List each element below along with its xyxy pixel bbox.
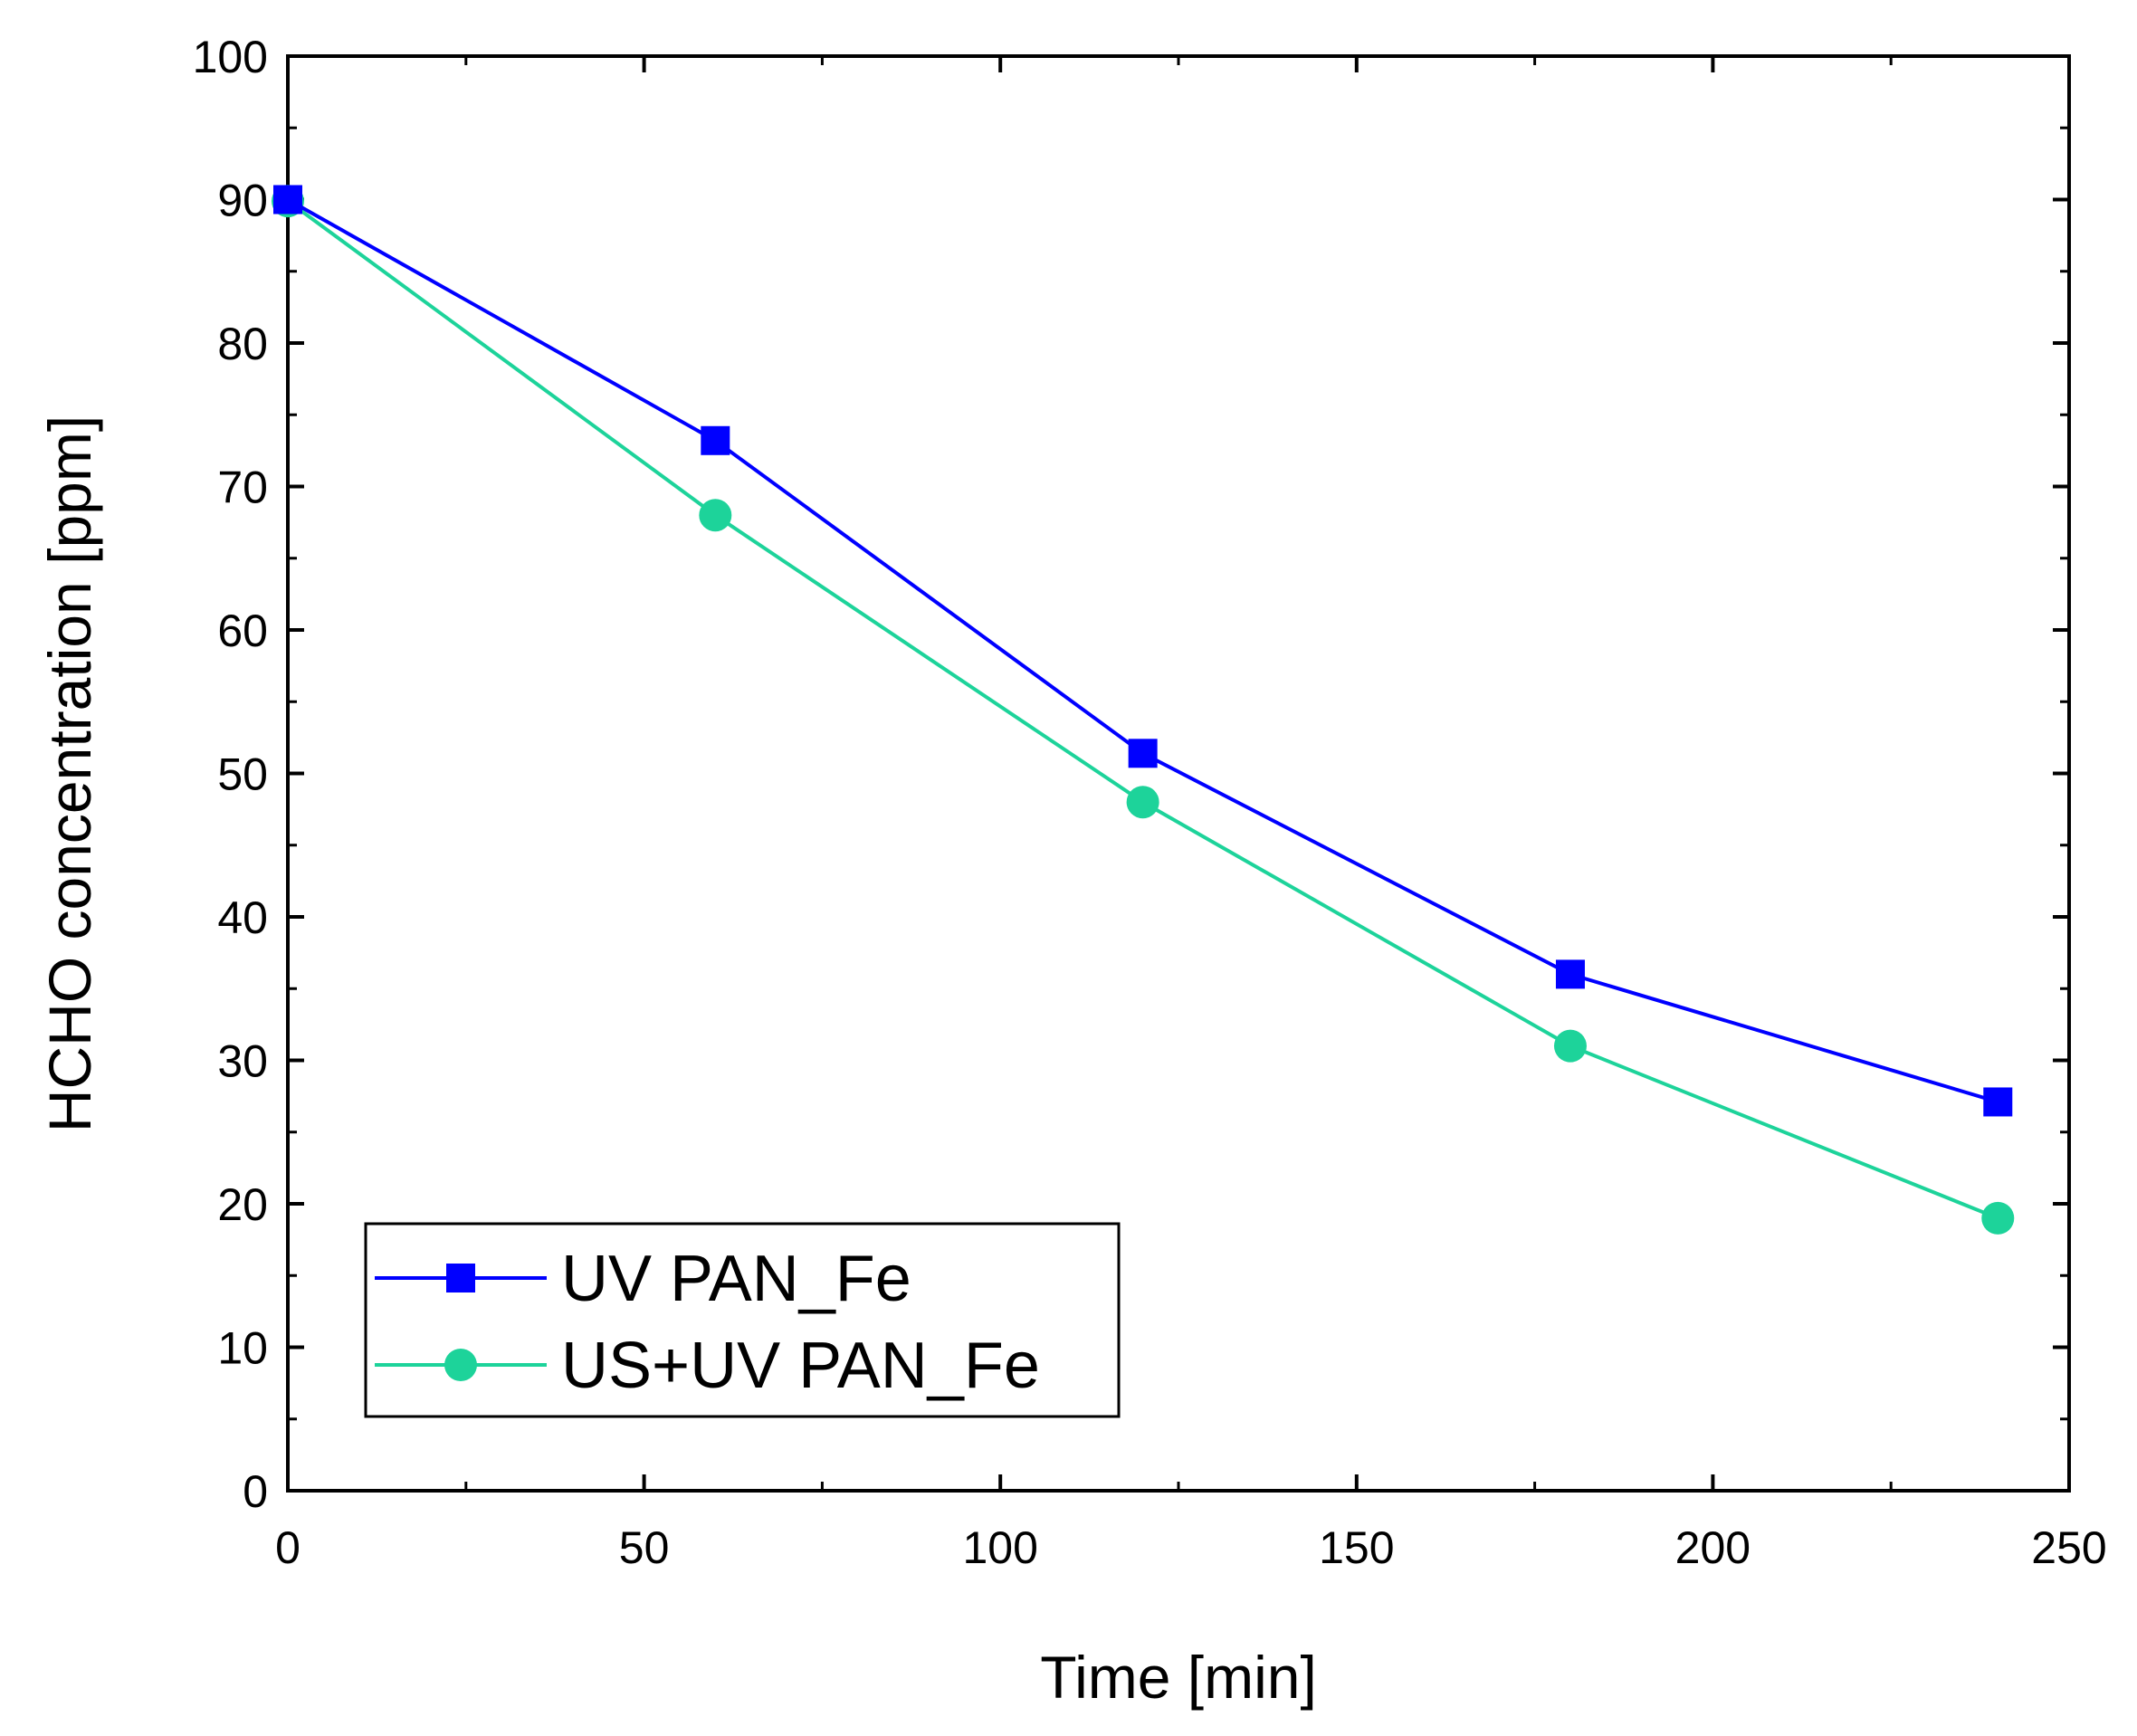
- series-2-point: [1553, 1029, 1587, 1063]
- series-2-point: [1126, 786, 1159, 819]
- legend: UV PAN_Fe US+UV PAN_Fe: [364, 1222, 1121, 1418]
- y-tick-label: 80: [217, 319, 268, 369]
- x-axis-title: Time [min]: [1040, 1644, 1317, 1711]
- y-axis-title: HCHO concentration [ppm]: [36, 415, 103, 1132]
- y-tick-label: 90: [217, 176, 268, 226]
- y-axis-ticks: 0 10 20 30 40 50 60 70 80 90 100: [193, 32, 2069, 1517]
- x-axis-ticks: 0 50 100 150 200 250: [275, 56, 2107, 1573]
- y-tick-label: 0: [243, 1466, 268, 1517]
- series-2-point: [1981, 1201, 2015, 1235]
- y-tick-label: 70: [217, 463, 268, 513]
- y-tick-label: 50: [217, 749, 268, 800]
- y-tick-label: 10: [217, 1323, 268, 1374]
- series-2-point: [699, 499, 732, 532]
- legend-marker-1: [446, 1264, 475, 1292]
- series-1-point: [273, 185, 302, 215]
- y-tick-label: 100: [193, 32, 268, 82]
- x-tick-label: 0: [275, 1522, 301, 1573]
- x-tick-label: 150: [1319, 1522, 1394, 1573]
- y-tick-label: 30: [217, 1036, 268, 1087]
- series-layer: [272, 185, 2015, 1235]
- legend-marker-2: [444, 1349, 477, 1381]
- y-tick-label: 60: [217, 606, 268, 656]
- y-tick-label: 20: [217, 1179, 268, 1230]
- series-1-point: [701, 425, 730, 455]
- x-tick-label: 100: [962, 1522, 1037, 1573]
- legend-box: [364, 1222, 1121, 1418]
- series-1-point: [1128, 739, 1158, 768]
- legend-label-1: UV PAN_Fe: [561, 1243, 911, 1315]
- x-tick-label: 250: [2031, 1522, 2106, 1573]
- x-tick-label: 200: [1675, 1522, 1751, 1573]
- series-line-1: [287, 197, 1999, 1104]
- series-line-2: [286, 199, 1999, 1220]
- y-tick-label: 40: [217, 892, 268, 943]
- legend-label-2: US+UV PAN_Fe: [561, 1330, 1040, 1402]
- series-1-point: [1555, 959, 1585, 989]
- series-1-point: [1983, 1087, 2013, 1117]
- x-tick-label: 50: [619, 1522, 670, 1573]
